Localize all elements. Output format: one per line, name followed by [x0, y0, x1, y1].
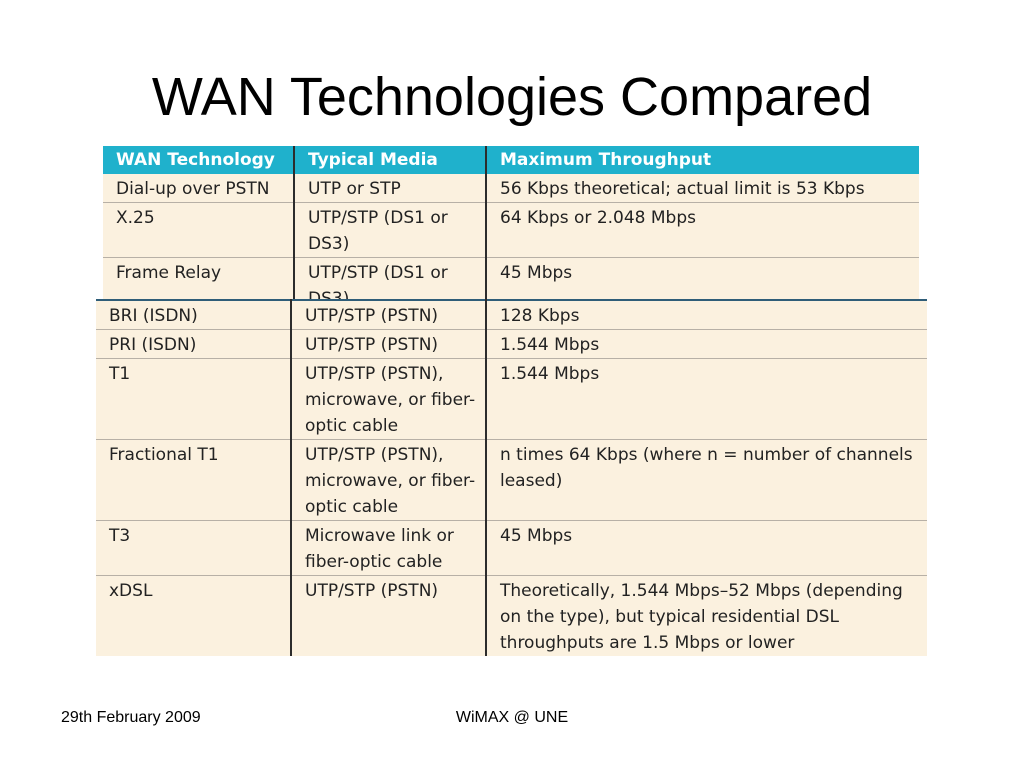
cell-throughput: n times 64 Kbps (where n = number of cha… [486, 439, 927, 521]
column-header-throughput: Maximum Throughput [486, 146, 919, 174]
cell-media: UTP/STP (PSTN) [291, 329, 487, 359]
cell-throughput: Theoretically, 1.544 Mbps–52 Mbps (depen… [500, 581, 903, 653]
table-row: T3 Microwave link or fiber-optic cable 4… [96, 520, 927, 576]
cell-technology: T1 [96, 358, 292, 440]
wan-comparison-table-top: WAN Technology Typical Media Maximum Thr… [103, 146, 919, 312]
cell-technology: BRI (ISDN) [96, 300, 292, 330]
cell-throughput: 45 Mbps [500, 263, 573, 283]
cell-technology: Fractional T1 [96, 439, 292, 521]
cell-throughput: 128 Kbps [486, 300, 927, 330]
table-row: T1 UTP/STP (PSTN), microwave, or fiber-o… [96, 358, 927, 440]
table-row: xDSL UTP/STP (PSTN) Theoretically, 1.544… [96, 575, 927, 656]
cell-media: UTP/STP (PSTN) [291, 575, 487, 656]
cell-throughput: 64 Kbps or 2.048 Mbps [486, 202, 919, 258]
cell-media: UTP/STP (PSTN), microwave, or fiber-opti… [291, 439, 487, 521]
table-row: X.25 UTP/STP (DS1 or DS3) 64 Kbps or 2.0… [103, 202, 919, 258]
footer-date: 29th February 2009 [61, 709, 201, 726]
cell-technology: PRI (ISDN) [96, 329, 292, 359]
table-row: BRI (ISDN) UTP/STP (PSTN) 128 Kbps [96, 300, 927, 330]
table-row: Dial-up over PSTN UTP or STP 56 Kbps the… [103, 174, 919, 203]
cell-media: UTP/STP (PSTN) [291, 300, 487, 330]
cell-technology: xDSL [96, 575, 292, 656]
cell-media: UTP/STP (PSTN), microwave, or fiber-opti… [291, 358, 487, 440]
footer-center-text: WiMAX @ UNE [455, 709, 569, 726]
cell-throughput: 45 Mbps [486, 520, 927, 576]
cell-media: Microwave link or fiber-optic cable [291, 520, 487, 576]
column-header-media: Typical Media [294, 146, 487, 174]
cell-technology: Dial-up over PSTN [103, 174, 295, 203]
cell-throughput: 1.544 Mbps [486, 358, 927, 440]
cell-throughput: 1.544 Mbps [486, 329, 927, 359]
cell-technology: T3 [96, 520, 292, 576]
table-row: PRI (ISDN) UTP/STP (PSTN) 1.544 Mbps [96, 329, 927, 359]
cell-media: UTP or STP [294, 174, 487, 203]
cell-throughput: 56 Kbps theoretical; actual limit is 53 … [486, 174, 919, 203]
slide-title: WAN Technologies Compared [151, 67, 873, 127]
wan-comparison-table-bottom: BRI (ISDN) UTP/STP (PSTN) 128 Kbps PRI (… [96, 299, 927, 656]
table-header-row: WAN Technology Typical Media Maximum Thr… [103, 146, 919, 174]
column-header-technology: WAN Technology [103, 146, 295, 174]
table-row: Fractional T1 UTP/STP (PSTN), microwave,… [96, 439, 927, 521]
cell-media: UTP/STP (DS1 or DS3) [294, 202, 487, 258]
cell-technology: X.25 [103, 202, 295, 258]
